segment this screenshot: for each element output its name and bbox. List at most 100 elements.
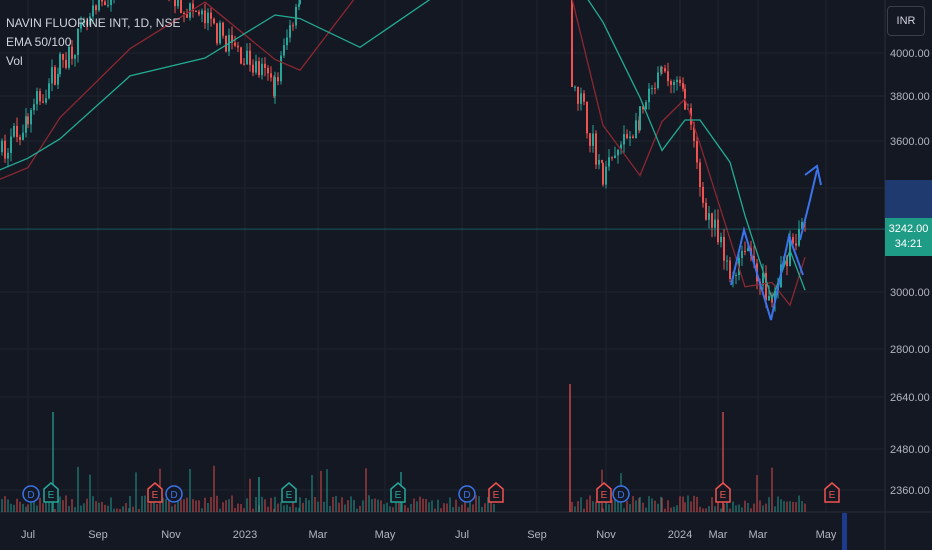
y-tick-label: 4000.00 <box>890 48 930 60</box>
candle-body <box>98 0 100 11</box>
volume-bar <box>132 506 134 512</box>
volume-bar <box>765 503 767 512</box>
volume-bar <box>356 508 358 512</box>
volume-bar <box>583 508 585 512</box>
volume-bar <box>368 495 370 512</box>
volume-bar <box>664 508 666 512</box>
candle-body <box>258 61 260 76</box>
event-label: E <box>720 490 727 501</box>
volume-bar <box>13 504 15 512</box>
volume-bar <box>153 495 155 512</box>
volume-bar <box>1 499 3 512</box>
volume-bar <box>27 504 29 512</box>
earnings-marker <box>715 482 731 503</box>
volume-bar <box>777 496 779 512</box>
candle-body <box>89 16 91 25</box>
volume-bar <box>602 508 604 512</box>
candle-body <box>19 137 21 140</box>
volume-bar <box>717 497 719 512</box>
candle-body <box>264 63 266 68</box>
candle-body <box>65 59 67 68</box>
volume-bar <box>25 506 27 512</box>
volume-bar <box>317 501 319 512</box>
volume-bar <box>204 497 206 512</box>
volume-label[interactable]: Vol <box>6 54 23 68</box>
volume-bar <box>422 498 424 512</box>
y-tick-label: 3600.00 <box>890 136 930 148</box>
candle-body <box>620 144 622 150</box>
x-tick-label: Nov <box>161 529 181 541</box>
volume-bar <box>651 498 653 512</box>
volume-bar <box>33 501 35 512</box>
volume-bar <box>92 496 94 512</box>
candle-body <box>177 0 179 7</box>
volume-bar <box>74 507 76 512</box>
volume-bar <box>605 497 607 512</box>
symbol-title[interactable]: NAVIN FLUORINE INT, 1D, NSE <box>6 16 181 30</box>
volume-bar <box>458 506 460 512</box>
candle-body <box>664 68 666 72</box>
candle-body <box>574 86 576 88</box>
candle-body <box>195 10 197 12</box>
event-label: E <box>395 490 402 501</box>
volume-bar <box>65 495 67 512</box>
volume-bar <box>667 500 669 512</box>
last-price-tag: 3242.00 34:21 <box>885 218 932 256</box>
candle-body <box>723 236 725 261</box>
breakout-arrow-head <box>804 164 822 186</box>
volume-bar <box>7 499 9 512</box>
volume-bar <box>642 502 644 512</box>
candle-body <box>192 3 194 11</box>
candle-body <box>611 157 613 159</box>
volume-bar <box>295 507 297 512</box>
volume-bar <box>39 497 41 512</box>
volume-bar <box>234 508 236 512</box>
volume-bar <box>446 503 448 512</box>
x-tick-label: 2024 <box>668 529 692 541</box>
volume-bar <box>298 507 300 512</box>
earnings-marker <box>824 482 840 503</box>
candle-body <box>57 74 59 85</box>
candle-body <box>648 88 650 103</box>
volume-bar <box>413 498 415 512</box>
volume-bar <box>122 506 124 512</box>
volume-bar <box>231 495 233 512</box>
candle-body <box>673 82 675 85</box>
volume-bar <box>10 503 12 512</box>
volume-bar <box>177 496 179 512</box>
candle-body <box>71 46 73 59</box>
volume-bar <box>314 497 316 512</box>
candle-body <box>598 159 600 165</box>
volume-bar <box>104 504 106 512</box>
volume-bar <box>150 499 152 512</box>
candle-body <box>280 55 282 82</box>
volume-bar <box>783 501 785 512</box>
volume-bar <box>623 508 625 512</box>
volume-bar <box>113 508 115 512</box>
volume-bar <box>428 502 430 512</box>
volume-bar <box>54 508 56 512</box>
volume-bar <box>341 497 343 512</box>
y-tick-label: 2480.00 <box>890 444 930 456</box>
volume-bar <box>629 504 631 512</box>
candle-body <box>51 67 53 84</box>
currency-button[interactable]: INR <box>887 6 925 36</box>
volume-bar <box>789 501 791 512</box>
volume-bar <box>283 505 285 512</box>
volume-bar <box>735 505 737 512</box>
x-tick-label: Jul <box>455 529 469 541</box>
volume-bar <box>410 503 412 512</box>
volume-bar <box>464 500 466 512</box>
volume-bar <box>580 497 582 512</box>
volume-bar <box>4 496 6 512</box>
candle-body <box>48 83 50 99</box>
volume-bar <box>404 505 406 512</box>
volume-bar <box>183 499 185 512</box>
candle-body <box>711 213 713 228</box>
candle-body <box>25 116 27 133</box>
volume-bar <box>586 499 588 512</box>
volume-bar <box>174 504 176 512</box>
indicator-label[interactable]: EMA 50/100 <box>6 35 72 49</box>
volume-bar <box>180 499 182 512</box>
